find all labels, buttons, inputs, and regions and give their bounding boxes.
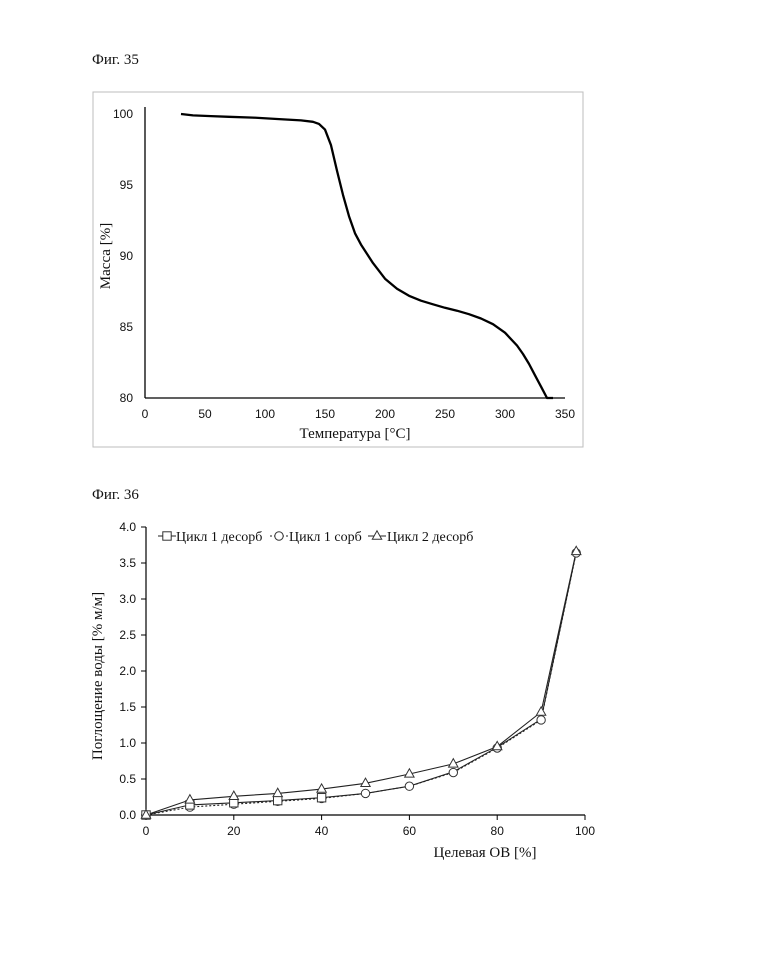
tga-x-tick-label: 350: [555, 407, 575, 421]
tga-y-axis-title: Масса [%]: [98, 223, 114, 289]
tga-y-tick-label: 80: [120, 391, 134, 405]
tga-mass-chart: 0 50 100 150 200 250 300 350 80 85 90 95 100 Темпера…: [0, 0, 780, 965]
tga-axes: [145, 107, 565, 398]
tga-y-tick-label: 100: [113, 107, 133, 121]
tga-y-tick-label: 85: [120, 320, 134, 334]
tga-plot-area: [181, 114, 553, 398]
tga-tick-labels: 0 50 100 150 200 250 300 350 80 85 90 95 100: [113, 107, 575, 421]
tga-x-tick-label: 150: [315, 407, 335, 421]
tga-x-tick-label: 50: [198, 407, 212, 421]
tga-chart-frame: [93, 92, 583, 447]
tga-x-tick-label: 250: [435, 407, 455, 421]
tga-x-tick-label: 100: [255, 407, 275, 421]
tga-mass-curve: [181, 114, 553, 398]
tga-y-tick-label: 90: [120, 249, 134, 263]
tga-x-axis-title: Температура [°C]: [300, 426, 411, 442]
tga-y-tick-label: 95: [120, 178, 134, 192]
tga-x-tick-label: 300: [495, 407, 515, 421]
tga-x-tick-label: 0: [142, 407, 149, 421]
tga-x-tick-label: 200: [375, 407, 395, 421]
